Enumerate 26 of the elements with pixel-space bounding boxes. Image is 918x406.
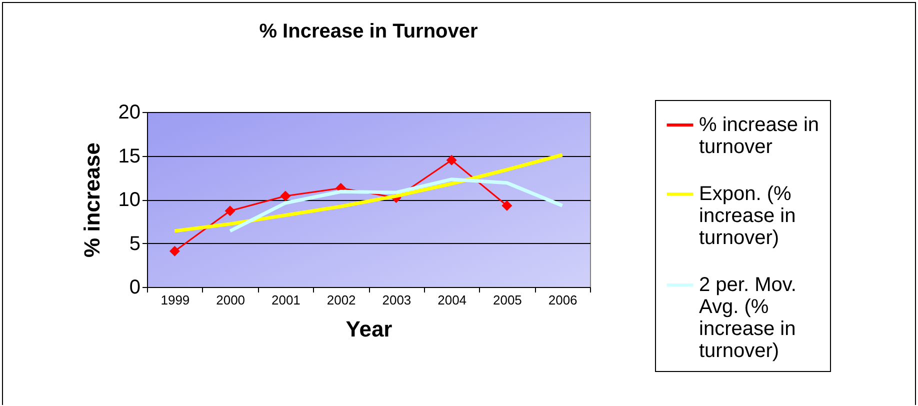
x-tick-label: 2002 (326, 292, 356, 308)
x-tick-label: 2003 (382, 292, 412, 308)
y-tick-label: 0 (129, 276, 140, 298)
x-tick-label: 2004 (438, 292, 467, 308)
legend-label: Expon. (% increase in turnover) (699, 183, 796, 249)
line-series (172, 153, 564, 233)
y-tick-label: 5 (129, 232, 140, 255)
chart-title: % Increase in Turnover (259, 20, 478, 42)
x-axis-title: Year (346, 316, 393, 342)
y-axis-title: % increase (79, 142, 104, 258)
x-tick-label: 2005 (492, 292, 522, 308)
x-tick-label: 2000 (216, 292, 246, 308)
point (502, 200, 512, 211)
y-tick-label: 20 (118, 102, 140, 124)
legend-label: % increase in turnover (699, 114, 820, 158)
point (280, 190, 291, 202)
y-tick-label: 10 (118, 189, 140, 211)
line-series (228, 178, 564, 233)
x-tick-label: 2001 (271, 292, 300, 308)
point (169, 246, 180, 256)
point (224, 206, 236, 216)
x-tick-label: 2006 (548, 292, 578, 308)
point (446, 154, 457, 166)
legend-label: 2 per. Mov. Avg. (% increase in turnover) (699, 274, 796, 362)
x-tick-label: 1999 (160, 292, 190, 308)
y-tick-label: 15 (118, 145, 140, 168)
